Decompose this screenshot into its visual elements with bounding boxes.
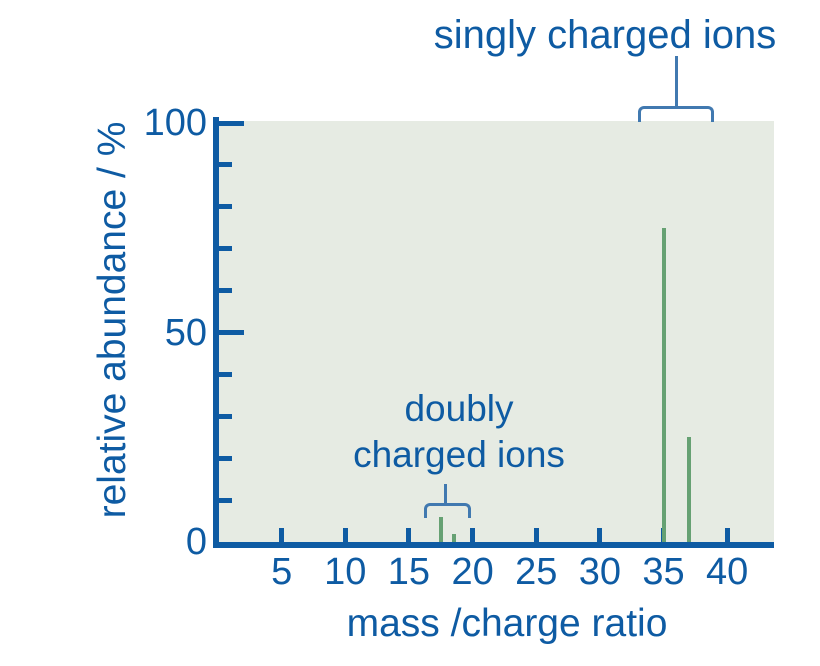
x-tick-label: 10 bbox=[324, 551, 367, 593]
x-axis-title: mass /charge ratio bbox=[346, 602, 668, 645]
singly-annotation-connector-line bbox=[675, 56, 678, 107]
y-minor-tick bbox=[216, 288, 232, 294]
y-minor-tick bbox=[216, 497, 232, 503]
x-tick bbox=[342, 528, 348, 542]
x-tick bbox=[533, 528, 539, 542]
y-minor-tick bbox=[216, 162, 232, 168]
annotation-singly-charged-ions: singly charged ions bbox=[433, 13, 777, 57]
y-minor-tick bbox=[216, 413, 232, 419]
spectrum-peak-mz-37 bbox=[687, 437, 691, 542]
x-tick-label: 35 bbox=[642, 551, 685, 593]
y-major-tick bbox=[216, 120, 244, 126]
spectrum-peak-mz-35 bbox=[661, 227, 666, 542]
y-axis-title: relative abundance / % bbox=[91, 121, 134, 519]
x-tick-label: 30 bbox=[578, 551, 622, 593]
y-minor-tick bbox=[216, 455, 232, 461]
y-tick-label: 50 bbox=[164, 311, 207, 354]
x-axis bbox=[213, 542, 774, 548]
x-tick bbox=[470, 528, 476, 542]
y-minor-tick bbox=[216, 371, 232, 377]
x-tick bbox=[279, 528, 285, 542]
x-tick-label: 20 bbox=[451, 551, 494, 593]
x-tick-label: 25 bbox=[515, 551, 558, 593]
y-minor-tick bbox=[216, 204, 232, 210]
y-major-tick bbox=[216, 330, 244, 335]
doubly-annotation-connector-line bbox=[444, 484, 447, 505]
y-minor-tick bbox=[216, 246, 232, 252]
x-tick-label: 15 bbox=[387, 551, 431, 593]
x-tick bbox=[597, 528, 603, 542]
doubly-annotation-line1: doubly bbox=[404, 388, 514, 429]
x-tick bbox=[724, 528, 730, 542]
plot-area bbox=[217, 121, 774, 542]
doubly-annotation-line2: charged ions bbox=[353, 434, 565, 475]
singly-annotation-bracket bbox=[638, 106, 714, 122]
x-tick-label: 40 bbox=[706, 551, 749, 593]
doubly-annotation-bracket bbox=[424, 503, 471, 518]
x-tick bbox=[406, 528, 412, 542]
y-tick-label: 0 bbox=[185, 521, 207, 563]
spectrum-peak-mz-17.5 bbox=[438, 516, 443, 542]
spectrum-peak-mz-18.5 bbox=[451, 533, 456, 542]
annotation-doubly-charged-ions: doubly charged ions bbox=[309, 386, 609, 478]
x-tick-label: 5 bbox=[271, 551, 293, 593]
y-tick-label: 100 bbox=[143, 102, 207, 144]
